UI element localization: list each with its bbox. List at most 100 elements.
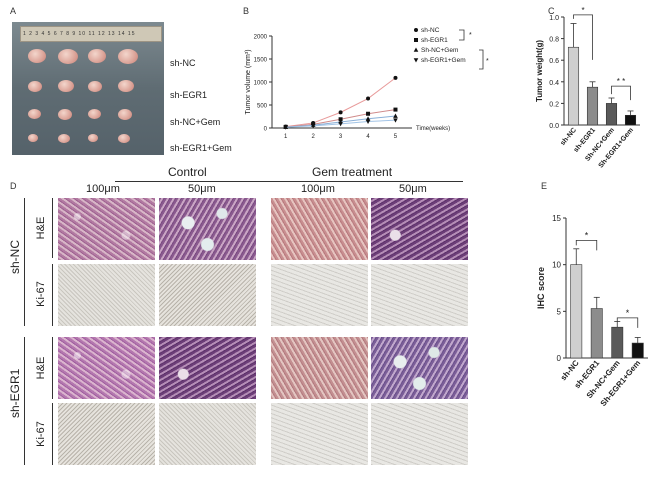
tumor-sample [28, 134, 39, 142]
tumor-sample [118, 133, 130, 143]
x-tick-label: 3 [339, 134, 343, 140]
photo-label-sh-egr1: sh-EGR1 [170, 90, 208, 100]
sig-bracket [459, 29, 465, 41]
scale-label: 100μm [301, 183, 335, 195]
gem-underline [258, 181, 463, 182]
bar [624, 114, 637, 126]
significance-mark: * * [617, 77, 625, 86]
micrograph-he-control-50 [159, 198, 256, 260]
significance-mark: * [486, 58, 489, 65]
data-point [310, 124, 316, 129]
tumor-volume-chart: 0 500 1000 1500 2000 1 2 3 4 5 Time(weeks) Tumor vo… [245, 27, 489, 140]
panel-label-d: D [10, 181, 17, 191]
data-point [393, 75, 398, 80]
panel-label-a: A [10, 6, 17, 16]
x-tick-label: 1 [284, 134, 288, 140]
y-tick-label: 1000 [254, 81, 268, 87]
stain-label-ki67: Ki-67 [35, 281, 47, 307]
photo-label-sh-egr1-gem: sh-EGR1+Gem [170, 143, 232, 153]
category-label: Sh-EGR1+Gem [598, 127, 636, 170]
data-point [393, 118, 398, 123]
group-label-sh-egr1: sh-EGR1 [8, 368, 22, 418]
bar [605, 103, 618, 126]
category-label: sh-NC [559, 127, 578, 147]
legend-marker [414, 28, 418, 32]
x-tick-label: 2 [311, 134, 315, 140]
tumor-sample [58, 108, 73, 120]
significance-mark: * [581, 6, 584, 15]
scale-label: 50μm [399, 183, 427, 195]
micrograph-he-control-50 [159, 337, 256, 399]
data-point [338, 110, 343, 115]
bar [590, 308, 603, 359]
x-axis-label: Time(weeks) [416, 126, 450, 132]
significance-mark: * [469, 32, 472, 39]
sig-bracket [479, 49, 484, 70]
legend-label: Sh-NC+Gem [421, 47, 458, 54]
group-divider [24, 337, 25, 465]
micrograph-ki67-control-50 [159, 264, 256, 326]
tumor-sample [118, 80, 134, 92]
panel-label-e: E [541, 181, 548, 191]
legend-marker [413, 47, 419, 52]
tumor-sample [88, 80, 103, 92]
stain-divider [52, 264, 53, 326]
y-axis-label: IHC score [536, 267, 546, 309]
tumor-sample [118, 48, 138, 64]
micrograph-ki67-control-50 [159, 403, 256, 465]
bar [586, 86, 599, 126]
legend-label: sh-NC [421, 27, 440, 34]
x-tick-label: 5 [394, 134, 398, 140]
bar [567, 46, 580, 126]
y-tick-label: 15 [552, 214, 561, 223]
data-point [393, 113, 398, 118]
data-point [366, 96, 371, 101]
photo-label-sh-nc-gem: sh-NC+Gem [170, 117, 221, 127]
micrograph-he-control-100 [58, 337, 155, 399]
significance-mark: * [585, 230, 589, 240]
scale-label: 50μm [188, 183, 216, 195]
gem-header: Gem treatment [312, 165, 393, 179]
y-tick-label: 0.4 [549, 80, 559, 87]
y-tick-label: 0.8 [549, 37, 559, 44]
tumor-sample [118, 108, 133, 120]
y-tick-label: 1500 [254, 58, 268, 64]
data-point [283, 125, 289, 130]
ruler-text: 1 2 3 4 5 6 7 8 9 10 11 12 13 14 15 [23, 31, 136, 37]
bar [631, 342, 644, 359]
group-label-sh-nc: sh-NC [8, 239, 22, 274]
y-axis-label: Tumor weight(g) [535, 40, 544, 102]
micrograph-he-gem-100 [271, 337, 368, 399]
y-tick-label: 0.6 [549, 58, 559, 65]
y-tick-label: 0 [264, 127, 268, 133]
bar [570, 264, 583, 359]
panel-label-b: B [243, 6, 250, 16]
scale-label: 100μm [86, 183, 120, 195]
data-point [338, 122, 343, 127]
tumor-sample [28, 80, 43, 92]
tumor-sample [58, 80, 74, 92]
significance-mark: * [626, 308, 630, 318]
legend-marker [414, 38, 418, 42]
sig-bracket [611, 85, 631, 101]
x-tick-label: 4 [366, 134, 370, 140]
data-point [365, 119, 371, 125]
legend-label: sh-EGR1 [421, 37, 448, 44]
micrograph-ki67-gem-100 [271, 403, 368, 465]
micrograph-ki67-gem-50 [371, 403, 468, 465]
stain-divider [52, 403, 53, 465]
tumor-sample [88, 109, 101, 119]
y-tick-label: 0 [557, 354, 562, 363]
y-tick-label: 0.0 [549, 123, 559, 130]
y-tick-label: 10 [552, 261, 561, 270]
panel-label-c: C [548, 6, 555, 16]
bar [611, 326, 624, 359]
tumor-sample [88, 134, 99, 142]
sig-bracket [573, 14, 593, 60]
micrograph-ki67-gem-50 [371, 264, 468, 326]
legend-label: sh-EGR1+Gem [421, 57, 466, 64]
control-header: Control [168, 165, 207, 179]
data-point [366, 111, 371, 116]
micrograph-he-control-100 [58, 198, 155, 260]
stain-label-he: H&E [35, 216, 47, 240]
